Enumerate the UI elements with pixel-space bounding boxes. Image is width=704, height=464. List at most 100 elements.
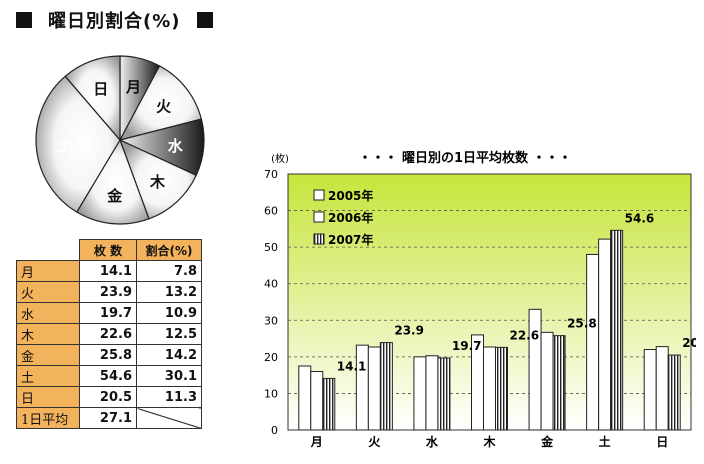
bar <box>495 346 508 431</box>
title-row: 曜日別割合(%) <box>16 6 213 34</box>
count-cell: 20.5 <box>79 386 137 408</box>
bar <box>483 346 496 431</box>
data-label: 54.6 <box>625 211 655 225</box>
bar <box>425 355 439 431</box>
table-row: 金 25.8 14.2 <box>16 344 202 366</box>
bar <box>298 365 312 431</box>
data-label: 22.6 <box>510 328 540 342</box>
pie-slice <box>64 55 121 142</box>
data-label: 20.5 <box>682 336 696 350</box>
chart-title: ・・・ 曜日別の1日平均枚数 ・・・ <box>358 150 571 166</box>
legend-label: 2007年 <box>328 232 373 247</box>
y-tick-label: 30 <box>264 314 278 327</box>
pie-slice-label: 木 <box>149 173 166 191</box>
count-cell: 25.8 <box>79 344 137 366</box>
bar <box>552 335 566 431</box>
bar <box>643 349 657 431</box>
column-header-pct: 割合(%) <box>136 239 202 261</box>
y-axis-unit-label: (枚) <box>271 152 289 165</box>
column-header-count: 枚 数 <box>79 239 137 261</box>
y-tick-label: 20 <box>264 351 278 364</box>
legend-swatch <box>313 233 325 245</box>
count-cell: 54.6 <box>79 365 137 387</box>
x-tick-label: 土 <box>599 434 611 449</box>
pie-slice-label: 日 <box>93 80 108 98</box>
data-label: 19.7 <box>452 339 482 353</box>
x-tick-label: 火 <box>368 435 381 449</box>
bar <box>540 331 554 431</box>
bar <box>413 356 427 431</box>
square-bullet-icon <box>196 12 213 28</box>
pct-cell: 7.8 <box>136 260 202 282</box>
data-label: 14.1 <box>337 359 367 373</box>
x-tick-label: 木 <box>482 434 496 449</box>
pie-slice <box>118 138 198 220</box>
bar <box>598 238 612 431</box>
y-tick-label: 60 <box>264 205 278 218</box>
table-header-row: 枚 数 割合(%) <box>16 239 202 261</box>
bar <box>437 357 451 431</box>
row-label: 木 <box>16 323 80 345</box>
y-tick-label: 50 <box>264 241 278 254</box>
pie-slice <box>35 75 121 213</box>
row-label: 月 <box>16 260 80 282</box>
pct-cell: 14.2 <box>136 344 202 366</box>
legend-swatch <box>313 189 325 201</box>
stats-table: 枚 数 割合(%) 月 14.1 7.8 火 23.9 13.2 水 19.7 10.9 木… <box>16 239 202 429</box>
row-label: 土 <box>16 365 80 387</box>
x-tick-label: 金 <box>540 434 554 449</box>
bar <box>367 346 381 431</box>
table-row: 月 14.1 7.8 <box>16 260 202 282</box>
data-label: 23.9 <box>394 324 424 338</box>
pie-slice <box>75 138 150 225</box>
bar-chart: ・・・ 曜日別の1日平均枚数 ・・・ (枚) 0 10 20 30 40 50 60 70 月… <box>264 150 696 449</box>
count-cell: 14.1 <box>79 260 137 282</box>
bar <box>667 354 681 431</box>
y-tick-label: 0 <box>271 424 278 437</box>
square-bullet-icon <box>16 12 32 28</box>
table-row-average: 1日平均 27.1 <box>16 407 202 429</box>
y-tick-label: 10 <box>264 387 278 400</box>
bar <box>322 377 336 431</box>
count-cell: 22.6 <box>79 323 137 345</box>
x-tick-label: 水 <box>426 434 439 449</box>
table-row: 火 23.9 13.2 <box>16 281 202 303</box>
pie-slice-label: 土 <box>57 137 72 155</box>
pct-cell: 13.2 <box>136 281 202 303</box>
bar <box>310 370 324 431</box>
row-label: 金 <box>16 344 80 366</box>
row-label: 日 <box>16 386 80 408</box>
row-label: 水 <box>16 302 80 324</box>
page-title: 曜日別割合(%) <box>48 11 181 32</box>
bar <box>610 229 624 431</box>
x-tick-label: 日 <box>656 435 668 449</box>
bar <box>586 253 600 431</box>
legend-label: 2005年 <box>328 188 373 203</box>
legend-swatch <box>313 211 325 223</box>
pie-slice-label: 月 <box>125 78 141 96</box>
row-label: 火 <box>16 281 80 303</box>
pct-cell: 12.5 <box>136 323 202 345</box>
pie-slice <box>118 65 203 141</box>
legend-label: 2006年 <box>328 210 373 225</box>
table-corner <box>16 239 80 261</box>
count-cell: 19.7 <box>79 302 137 324</box>
y-tick-label: 70 <box>264 168 278 181</box>
empty-diagonal-cell <box>136 407 202 429</box>
count-cell: 23.9 <box>79 281 137 303</box>
table-row: 日 20.5 11.3 <box>16 386 202 408</box>
pct-cell: 11.3 <box>136 386 202 408</box>
bar <box>379 342 393 431</box>
pct-cell: 10.9 <box>136 302 202 324</box>
pie-slice-label: 金 <box>106 187 123 205</box>
row-label: 1日平均 <box>16 407 80 429</box>
table-row: 土 54.6 30.1 <box>16 365 202 387</box>
table-row: 木 22.6 12.5 <box>16 323 202 345</box>
pie-slice-label: 水 <box>168 137 184 155</box>
table-row: 水 19.7 10.9 <box>16 302 202 324</box>
data-label: 25.8 <box>567 317 597 331</box>
bar <box>355 344 369 431</box>
pct-cell: 30.1 <box>136 365 202 387</box>
count-cell: 27.1 <box>79 407 137 429</box>
